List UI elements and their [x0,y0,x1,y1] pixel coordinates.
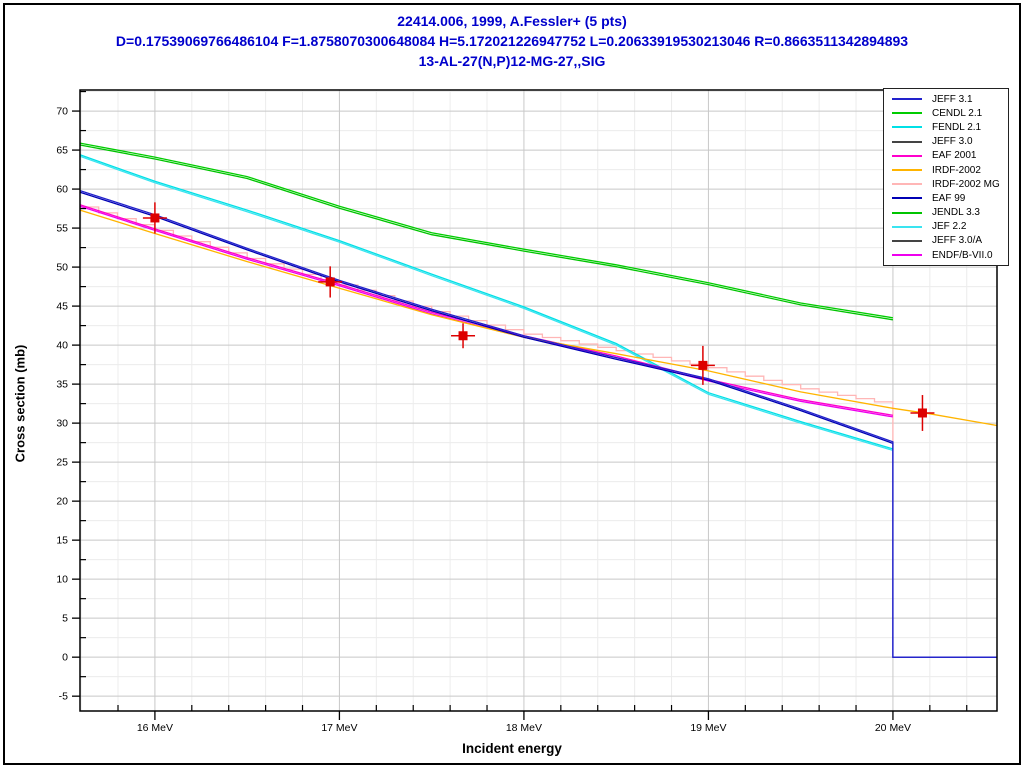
series-line-irdf-2002-mg [80,206,894,447]
legend-label: JEFF 3.1 [932,93,973,105]
data-point [458,331,468,341]
legend-line-swatch [892,154,922,157]
y-tick-label: 60 [56,184,68,196]
legend-label: ENDF/B-VII.0 [932,249,993,261]
legend-label: EAF 2001 [932,150,977,162]
y-tick-label: 40 [56,340,68,352]
data-point [325,277,335,287]
legend-item: JEFF 3.0/A [884,234,1008,248]
chart-header: 22414.006, 1999, A.Fessler+ (5 pts) D=0.… [0,11,1024,71]
legend-item: FENDL 2.1 [884,120,1008,134]
legend-label: JENDL 3.3 [932,207,980,219]
legend-item: EAF 99 [884,191,1008,205]
series-line-irdf-2002 [79,209,998,427]
series-line-cendl-2.1 [79,142,894,319]
legend-line-swatch [892,183,922,186]
series-line-eaf-99 [79,191,997,658]
legend-line-swatch [892,112,922,115]
y-tick-label: -5 [59,691,68,703]
chart-reaction: 13-AL-27(N,P)12-MG-27,,SIG [418,53,606,69]
y-tick-label: 45 [56,301,68,313]
x-tick-label: 18 MeV [506,722,542,734]
x-tick-label: 19 MeV [690,722,726,734]
legend-item: JENDL 3.3 [884,206,1008,220]
legend-label: CENDL 2.1 [932,107,983,119]
x-tick-label: 16 MeV [137,722,173,734]
legend-line-swatch [892,169,922,172]
legend-line-swatch [892,211,922,214]
y-tick-label: 10 [56,574,68,586]
legend-item: CENDL 2.1 [884,106,1008,120]
legend-item: EAF 2001 [884,149,1008,163]
series-line-fendl-2.1 [79,154,894,450]
chart-title: 22414.006, 1999, A.Fessler+ (5 pts) [397,13,627,29]
legend-label: JEF 2.2 [932,221,967,233]
legend-item: IRDF-2002 [884,163,1008,177]
data-point [150,213,160,223]
legend-line-swatch [892,225,922,228]
y-tick-label: 0 [62,652,68,664]
y-tick-label: 50 [56,262,68,274]
y-tick-label: 30 [56,418,68,430]
y-tick-label: 5 [62,613,68,625]
legend-line-swatch [892,98,922,101]
y-tick-label: 20 [56,496,68,508]
legend-label: IRDF-2002 MG [932,178,1000,190]
legend-label: FENDL 2.1 [932,121,982,133]
y-tick-label: 55 [56,223,68,235]
x-axis-title: Incident energy [462,741,562,756]
legend-item: IRDF-2002 MG [884,177,1008,191]
legend-line-swatch [892,254,922,257]
legend-item: JEFF 3.0 [884,135,1008,149]
data-point [698,360,708,370]
y-tick-label: 25 [56,457,68,469]
legend-label: EAF 99 [932,192,966,204]
legend-item: JEF 2.2 [884,220,1008,234]
chart-fit-parameters: D=0.17539069766486104 F=1.87580703006480… [115,33,909,49]
y-tick-label: 35 [56,379,68,391]
series-line-jef-2.2 [79,155,894,452]
legend-label: JEFF 3.0 [932,136,973,148]
legend-item: ENDF/B-VII.0 [884,248,1008,262]
data-point [917,408,927,418]
y-axis-title: Cross section (mb) [12,344,28,463]
legend-line-swatch [892,140,922,143]
legend-label: IRDF-2002 [932,164,981,176]
legend-line-swatch [892,239,922,242]
legend-line-swatch [892,197,922,200]
legend-label: JEFF 3.0/A [932,235,983,247]
x-tick-label: 17 MeV [321,722,357,734]
y-tick-label: 70 [56,106,68,118]
plot-frame [79,89,998,712]
y-tick-label: 15 [56,535,68,547]
x-tick-label: 20 MeV [875,722,911,734]
y-tick-label: 65 [56,145,68,157]
legend-item: JEFF 3.1 [884,92,1008,106]
series-line-jeff-3.1 [79,189,997,658]
series-line-jendl-3.3 [79,144,894,321]
legend-line-swatch [892,126,922,129]
legend: JEFF 3.1 CENDL 2.1 FENDL 2.1 JEFF 3.0 EAF 20… [883,88,1009,267]
